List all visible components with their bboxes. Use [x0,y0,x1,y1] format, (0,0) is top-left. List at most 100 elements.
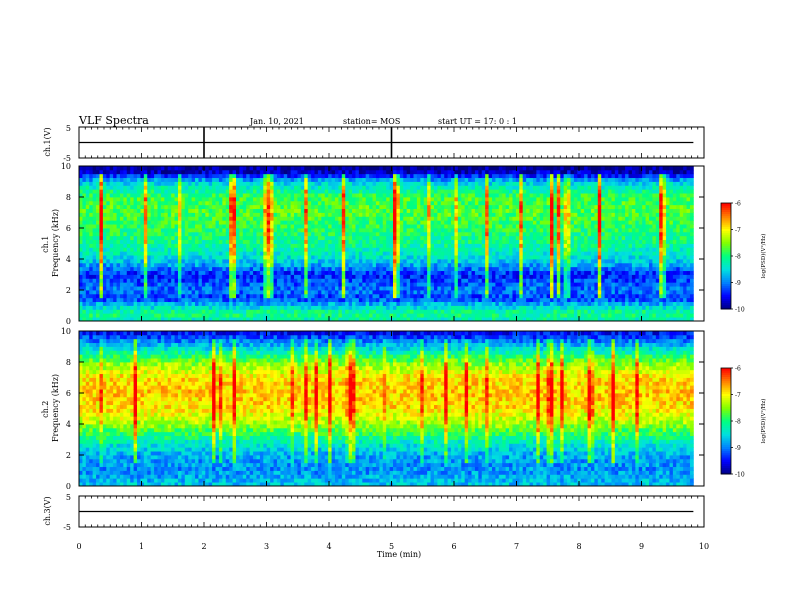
spectrogram-cell [406,262,411,268]
spectrogram-cell [143,282,148,287]
spectrogram-cell [461,185,466,190]
spectrogram-cell [430,224,435,229]
spectrogram-cell [338,274,343,279]
spectrogram-cell [222,204,227,210]
spectrogram-cell [229,166,233,171]
spectrogram-cell [174,247,179,252]
spectrogram-cell [184,189,189,194]
spectrogram-cell [276,224,281,229]
spectrogram-cell [119,282,124,287]
spectrogram-cell [195,197,199,202]
spectrogram-cell [294,208,298,213]
spectrogram-cell [372,197,377,202]
spectrogram-cell [389,274,394,279]
spectrogram-cell [358,309,363,314]
spectrogram-cell [410,270,414,275]
spectrogram-cell [79,204,83,210]
spectrogram-cell [195,189,199,194]
spectrogram-cell [437,309,442,314]
spectrogram-cell [263,189,268,194]
spectrogram-cell [324,305,329,310]
spectrogram-cell [273,305,278,310]
spectrogram-cell [290,278,295,283]
spectrogram-cell [79,197,83,202]
spectrogram-cell [331,301,336,306]
spectrogram-cell [191,208,196,213]
spectrogram-cell [212,278,216,283]
spectrogram-cell [314,290,319,295]
spectrogram-cell [82,197,87,202]
spectrogram-cell [198,228,203,233]
spectrogram-cell [396,220,401,225]
spectrogram-cell [300,173,305,179]
spectrogram-cell [147,278,152,283]
spectrogram-cell [365,278,370,283]
spectrogram-cell [338,243,343,248]
spectrogram-cell [433,301,438,306]
spectrogram-cell [106,166,111,171]
spectrogram-cell [290,262,295,268]
spectrogram-cell [212,166,216,171]
spectrogram-cell [119,231,124,237]
spectrogram-cell [229,212,233,217]
spectrogram-cell [232,204,237,210]
spectrogram-cell [92,266,97,272]
spectrogram-cell [229,309,233,314]
spectrogram-cell [427,286,431,291]
spectrogram-cell [246,177,251,182]
spectrogram-cell [410,251,414,256]
spectrogram-cell [427,262,431,268]
spectrogram-cell [341,274,346,279]
spectrogram-cell [195,274,199,279]
spectrogram-cell [379,189,384,194]
spectrogram-cell [287,259,292,264]
spectrogram-cell [208,262,213,268]
spectrogram-cell [195,317,199,322]
spectrogram-cell [410,197,414,202]
spectrogram-cell [430,189,435,194]
spectrogram-cell [270,266,274,272]
spectrogram-cell [280,262,285,268]
spectrogram-cell [259,317,264,322]
spectrogram-cell [164,173,169,179]
spectrogram-cell [99,220,104,225]
spectrogram-cell [341,270,346,275]
spectrogram-cell [259,231,264,237]
spectrogram-cell [478,255,483,260]
spectrogram-cell [372,262,377,268]
spectrogram-cell [375,301,380,306]
spectrogram-cell [304,204,309,210]
spectrogram-cell [181,278,186,283]
spectrogram-cell [372,259,377,264]
spectrogram-cell [416,270,421,275]
spectrogram-cell [256,231,261,237]
spectrogram-cell [287,286,292,291]
spectrogram-cell [126,231,131,237]
spectrogram-cell [307,282,312,287]
spectrogram-cell [362,259,367,264]
spectrogram-cell [290,270,295,275]
spectrogram-cell [287,235,292,241]
spectrogram-cell [126,216,131,221]
spectrogram-cell [201,235,206,241]
spectrogram-cell [177,262,182,268]
spectrogram-cell [109,166,114,171]
spectrogram-cell [137,193,141,198]
spectrogram-cell [451,286,455,291]
spectrogram-cell [109,177,114,182]
spectrogram-cell [123,208,128,213]
spectrogram-cell [471,305,476,310]
spectrogram-cell [297,278,302,283]
spectrogram-cell [440,173,445,179]
spectrogram-cell [478,278,483,283]
spectrogram-cell [181,309,186,314]
spectrogram-cell [239,313,244,318]
spectrogram-cell [184,169,189,175]
spectrogram-cell [451,293,455,299]
spectrogram-cell [457,208,462,213]
spectrogram-cell [99,243,104,248]
spectrogram-cell [266,301,271,306]
spectrogram-cell [427,297,431,303]
spectrogram-cell [365,317,370,322]
spectrogram-cell [447,266,452,272]
